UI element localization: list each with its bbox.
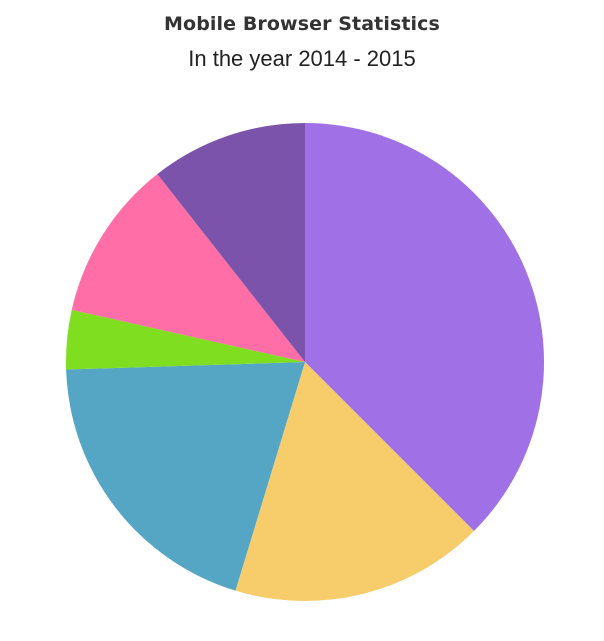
- pie-slice-1[interactable]: [305, 123, 545, 531]
- chart-subtitle: In the year 2014 - 2015: [188, 46, 416, 71]
- pie-slices-group: [66, 123, 545, 601]
- pie-slice-2[interactable]: [235, 362, 474, 601]
- pie-slice-5[interactable]: [71, 174, 305, 362]
- pie-slice-3[interactable]: [66, 362, 306, 591]
- pie-slice-6[interactable]: [157, 123, 305, 362]
- pie-slice-4[interactable]: [66, 309, 305, 370]
- chart-title: Mobile Browser Statistics: [164, 13, 440, 35]
